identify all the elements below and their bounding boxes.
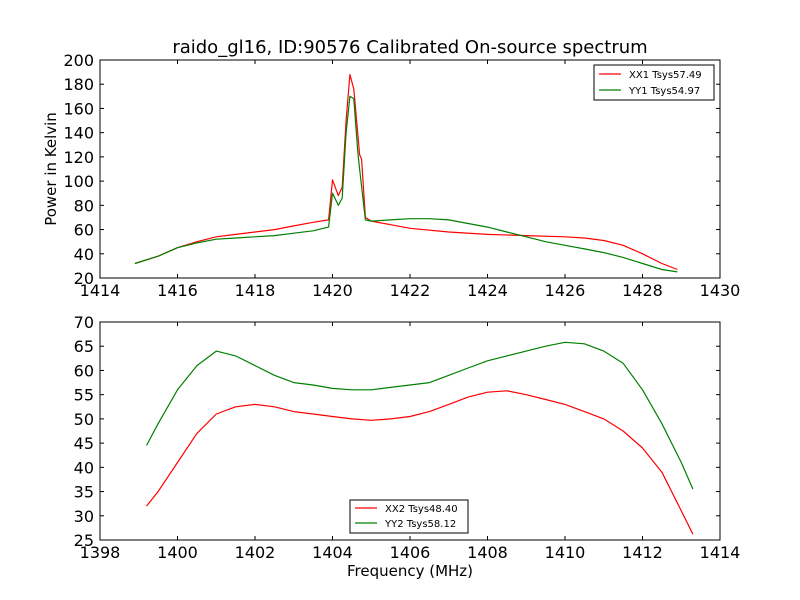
top-axes-frame	[99, 59, 721, 279]
top-y-tick-label: 160	[63, 99, 94, 118]
chart-title: raido_gl16, ID:90576 Calibrated On-sourc…	[172, 37, 647, 58]
bottom-y-tick-label: 35	[74, 483, 94, 502]
legend-label-yy1: YY1 Tsys54.97	[628, 86, 700, 97]
top-legend: XX1 Tsys57.49 YY1 Tsys54.97	[593, 64, 715, 101]
top-series-lines	[134, 73, 678, 273]
top-x-tick-label: 1430	[700, 281, 741, 300]
bottom-y-tick-label: 45	[74, 434, 94, 453]
bottom-x-tick-label: 1402	[235, 543, 276, 562]
bottom-y-tick-label: 55	[74, 386, 94, 405]
legend-label-yy2: YY2 Tsys58.12	[384, 519, 456, 530]
top-spectrum-chart: raido_gl16, ID:90576 Calibrated On-sourc…	[42, 37, 740, 300]
bottom-x-tick-label: 1400	[157, 543, 198, 562]
top-y-tick-label: 20	[74, 269, 94, 288]
top-y-tick-label: 180	[63, 75, 94, 94]
x-axis-label: Frequency (MHz)	[347, 562, 473, 580]
legend-label-xx1: XX1 Tsys57.49	[629, 70, 702, 81]
bottom-legend: XX2 Tsys48.40 YY2 Tsys58.12	[349, 499, 469, 534]
top-legend-box	[593, 64, 715, 101]
top-y-tick-label: 60	[74, 221, 94, 240]
top-y-tick-label: 40	[74, 245, 94, 264]
bottom-x-tick-label: 1412	[622, 543, 663, 562]
bottom-series-lines	[145, 341, 694, 535]
bottom-legend-box	[349, 499, 469, 534]
bottom-x-tick-label: 1404	[312, 543, 353, 562]
top-x-tick-label: 1424	[467, 281, 508, 300]
top-y-tick-label: 200	[63, 51, 94, 70]
bottom-y-tick-label: 50	[74, 410, 94, 429]
bottom-y-tick-label: 60	[74, 361, 94, 380]
bottom-series-line-2	[145, 341, 694, 490]
top-x-tick-label: 1420	[312, 281, 353, 300]
bottom-y-tick-label: 70	[74, 313, 94, 332]
bottom-y-tick-label: 30	[74, 507, 94, 526]
top-x-tick-label: 1416	[157, 281, 198, 300]
bottom-axis-ticks: 1398 1400 1402 1404 1406 1408 1410 1412 1414 25 30…	[74, 313, 741, 562]
top-y-tick-label: 120	[63, 148, 94, 167]
top-y-tick-label: 140	[63, 124, 94, 143]
legend-label-xx2: XX2 Tsys48.40	[385, 504, 458, 515]
bottom-x-tick-label: 1410	[545, 543, 586, 562]
bottom-x-tick-label: 1414	[700, 543, 741, 562]
bottom-y-tick-label: 40	[74, 458, 94, 477]
top-axis-ticks: 1414 1416 1418 1420 1422 1424 1426 1428 1430 20 40…	[63, 51, 740, 300]
top-series-line-1	[134, 73, 678, 271]
bottom-x-tick-label: 1406	[390, 543, 431, 562]
top-series-line-2	[134, 95, 678, 273]
top-x-tick-label: 1428	[622, 281, 663, 300]
bottom-series-line-1	[146, 390, 694, 535]
bottom-y-tick-label: 25	[74, 531, 94, 550]
top-x-tick-label: 1418	[235, 281, 276, 300]
top-x-tick-label: 1426	[545, 281, 586, 300]
y-axis-label: Power in Kelvin	[42, 112, 60, 226]
bottom-x-tick-label: 1408	[467, 543, 508, 562]
top-y-tick-label: 100	[63, 172, 94, 191]
top-y-tick-label: 80	[74, 196, 94, 215]
top-x-tick-label: 1414	[80, 281, 121, 300]
bottom-y-tick-label: 65	[74, 337, 94, 356]
top-x-tick-label: 1422	[390, 281, 431, 300]
bottom-spectrum-chart: Frequency (MHz) 1398 1400 1402 1404 1406 1408…	[74, 313, 741, 580]
bottom-axes-frame	[99, 321, 721, 541]
bottom-x-tick-label: 1398	[80, 543, 121, 562]
